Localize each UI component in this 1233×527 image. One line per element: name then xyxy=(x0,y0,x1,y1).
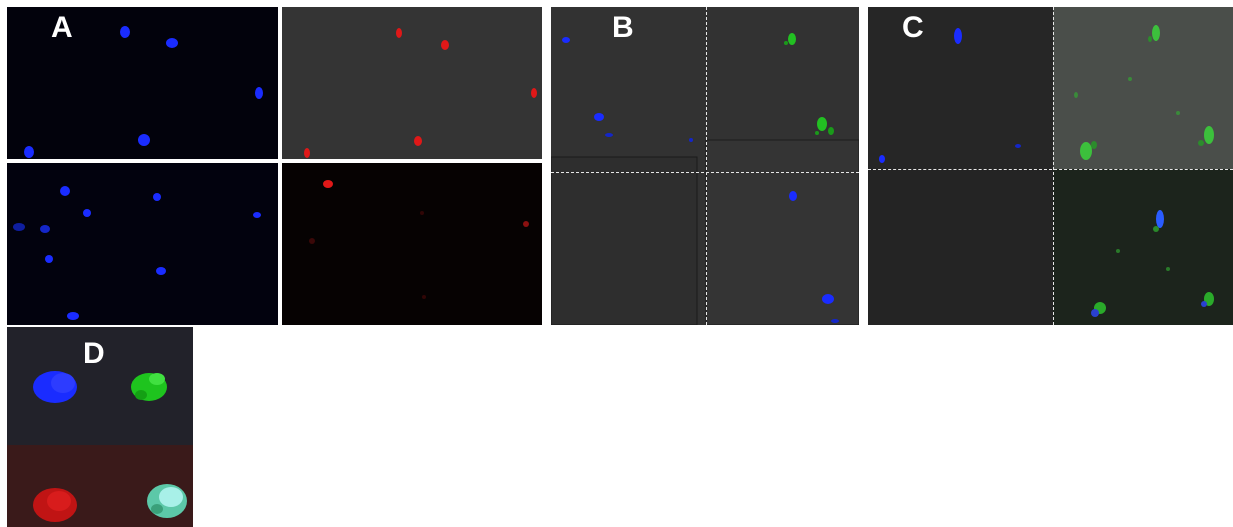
nucleus xyxy=(83,209,91,217)
nucleus xyxy=(1015,144,1021,148)
panel-b: B xyxy=(551,7,859,325)
panel-a: A xyxy=(7,7,542,325)
cell xyxy=(523,221,529,227)
nucleus xyxy=(789,191,797,201)
panel-a-label: A xyxy=(51,11,73,44)
nucleus xyxy=(120,26,130,38)
nucleus xyxy=(166,38,178,48)
cell xyxy=(531,88,537,98)
green-cell xyxy=(815,117,834,135)
nucleus xyxy=(60,186,70,196)
panel-c-image xyxy=(868,7,1233,325)
green-cell xyxy=(1080,141,1097,160)
panel-a-tile-blue-bottom xyxy=(7,163,278,325)
nucleus xyxy=(13,223,25,231)
green-cell xyxy=(1091,302,1106,317)
green-cell xyxy=(1201,292,1214,307)
panel-d-image xyxy=(7,327,193,527)
panel-b-label: B xyxy=(612,11,634,44)
panel-b-divider-horizontal xyxy=(551,172,859,173)
cell xyxy=(422,295,426,299)
cell xyxy=(396,28,402,38)
merged-cell xyxy=(1153,210,1164,232)
nucleus-blue xyxy=(33,371,77,403)
nucleus xyxy=(594,113,604,121)
panel-b-divider-vertical xyxy=(706,7,707,325)
cell xyxy=(420,211,424,215)
nucleus xyxy=(156,267,166,275)
cell xyxy=(441,40,449,50)
green-cell xyxy=(131,373,167,401)
nucleus xyxy=(67,312,79,320)
nucleus xyxy=(605,133,613,137)
nucleus xyxy=(954,28,962,44)
nucleus xyxy=(153,193,161,201)
cell xyxy=(304,148,310,158)
panel-c: C xyxy=(868,7,1233,325)
nucleus xyxy=(253,212,261,218)
nucleus xyxy=(45,255,53,263)
panel-a-tile-blue-top xyxy=(7,7,278,159)
panel-b-image xyxy=(551,33,859,325)
red-cell xyxy=(33,488,77,522)
nucleus xyxy=(822,294,834,304)
cell xyxy=(323,180,333,188)
panel-d-label: D xyxy=(83,337,105,370)
cell xyxy=(309,238,315,244)
nucleus xyxy=(40,225,50,233)
nucleus xyxy=(138,134,150,146)
panel-c-divider-vertical xyxy=(1053,7,1054,325)
merged-cell xyxy=(147,484,187,518)
green-cell xyxy=(784,33,796,45)
nucleus xyxy=(689,138,693,142)
panel-a-tile-red-top xyxy=(282,7,542,159)
panel-d: D xyxy=(7,327,193,527)
panel-a-tile-red-bottom xyxy=(282,163,542,325)
panel-c-divider-horizontal xyxy=(868,169,1233,170)
green-cell xyxy=(1148,25,1160,42)
panel-c-label: C xyxy=(902,11,924,44)
nucleus xyxy=(879,155,885,163)
nucleus xyxy=(24,146,34,158)
cell xyxy=(414,136,422,146)
nucleus xyxy=(831,319,839,323)
green-cell xyxy=(1198,126,1214,146)
nucleus xyxy=(255,87,263,99)
nucleus xyxy=(562,37,570,43)
